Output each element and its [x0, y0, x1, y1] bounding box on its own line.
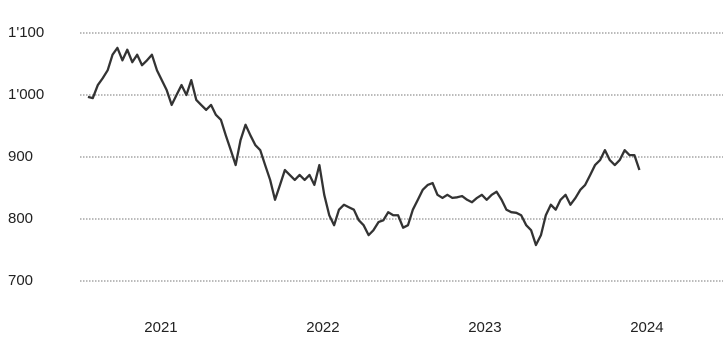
y-tick-label: 900 [8, 148, 33, 165]
x-tick-label: 2024 [630, 319, 663, 336]
x-tick-label: 2021 [144, 319, 177, 336]
x-tick-label: 2023 [468, 319, 501, 336]
y-tick-label: 800 [8, 210, 33, 227]
x-tick-label: 2022 [306, 319, 339, 336]
y-tick-label: 700 [8, 272, 33, 289]
y-tick-label: 1'100 [8, 24, 44, 41]
price-line [87, 46, 641, 247]
y-tick-label: 1'000 [8, 86, 44, 103]
